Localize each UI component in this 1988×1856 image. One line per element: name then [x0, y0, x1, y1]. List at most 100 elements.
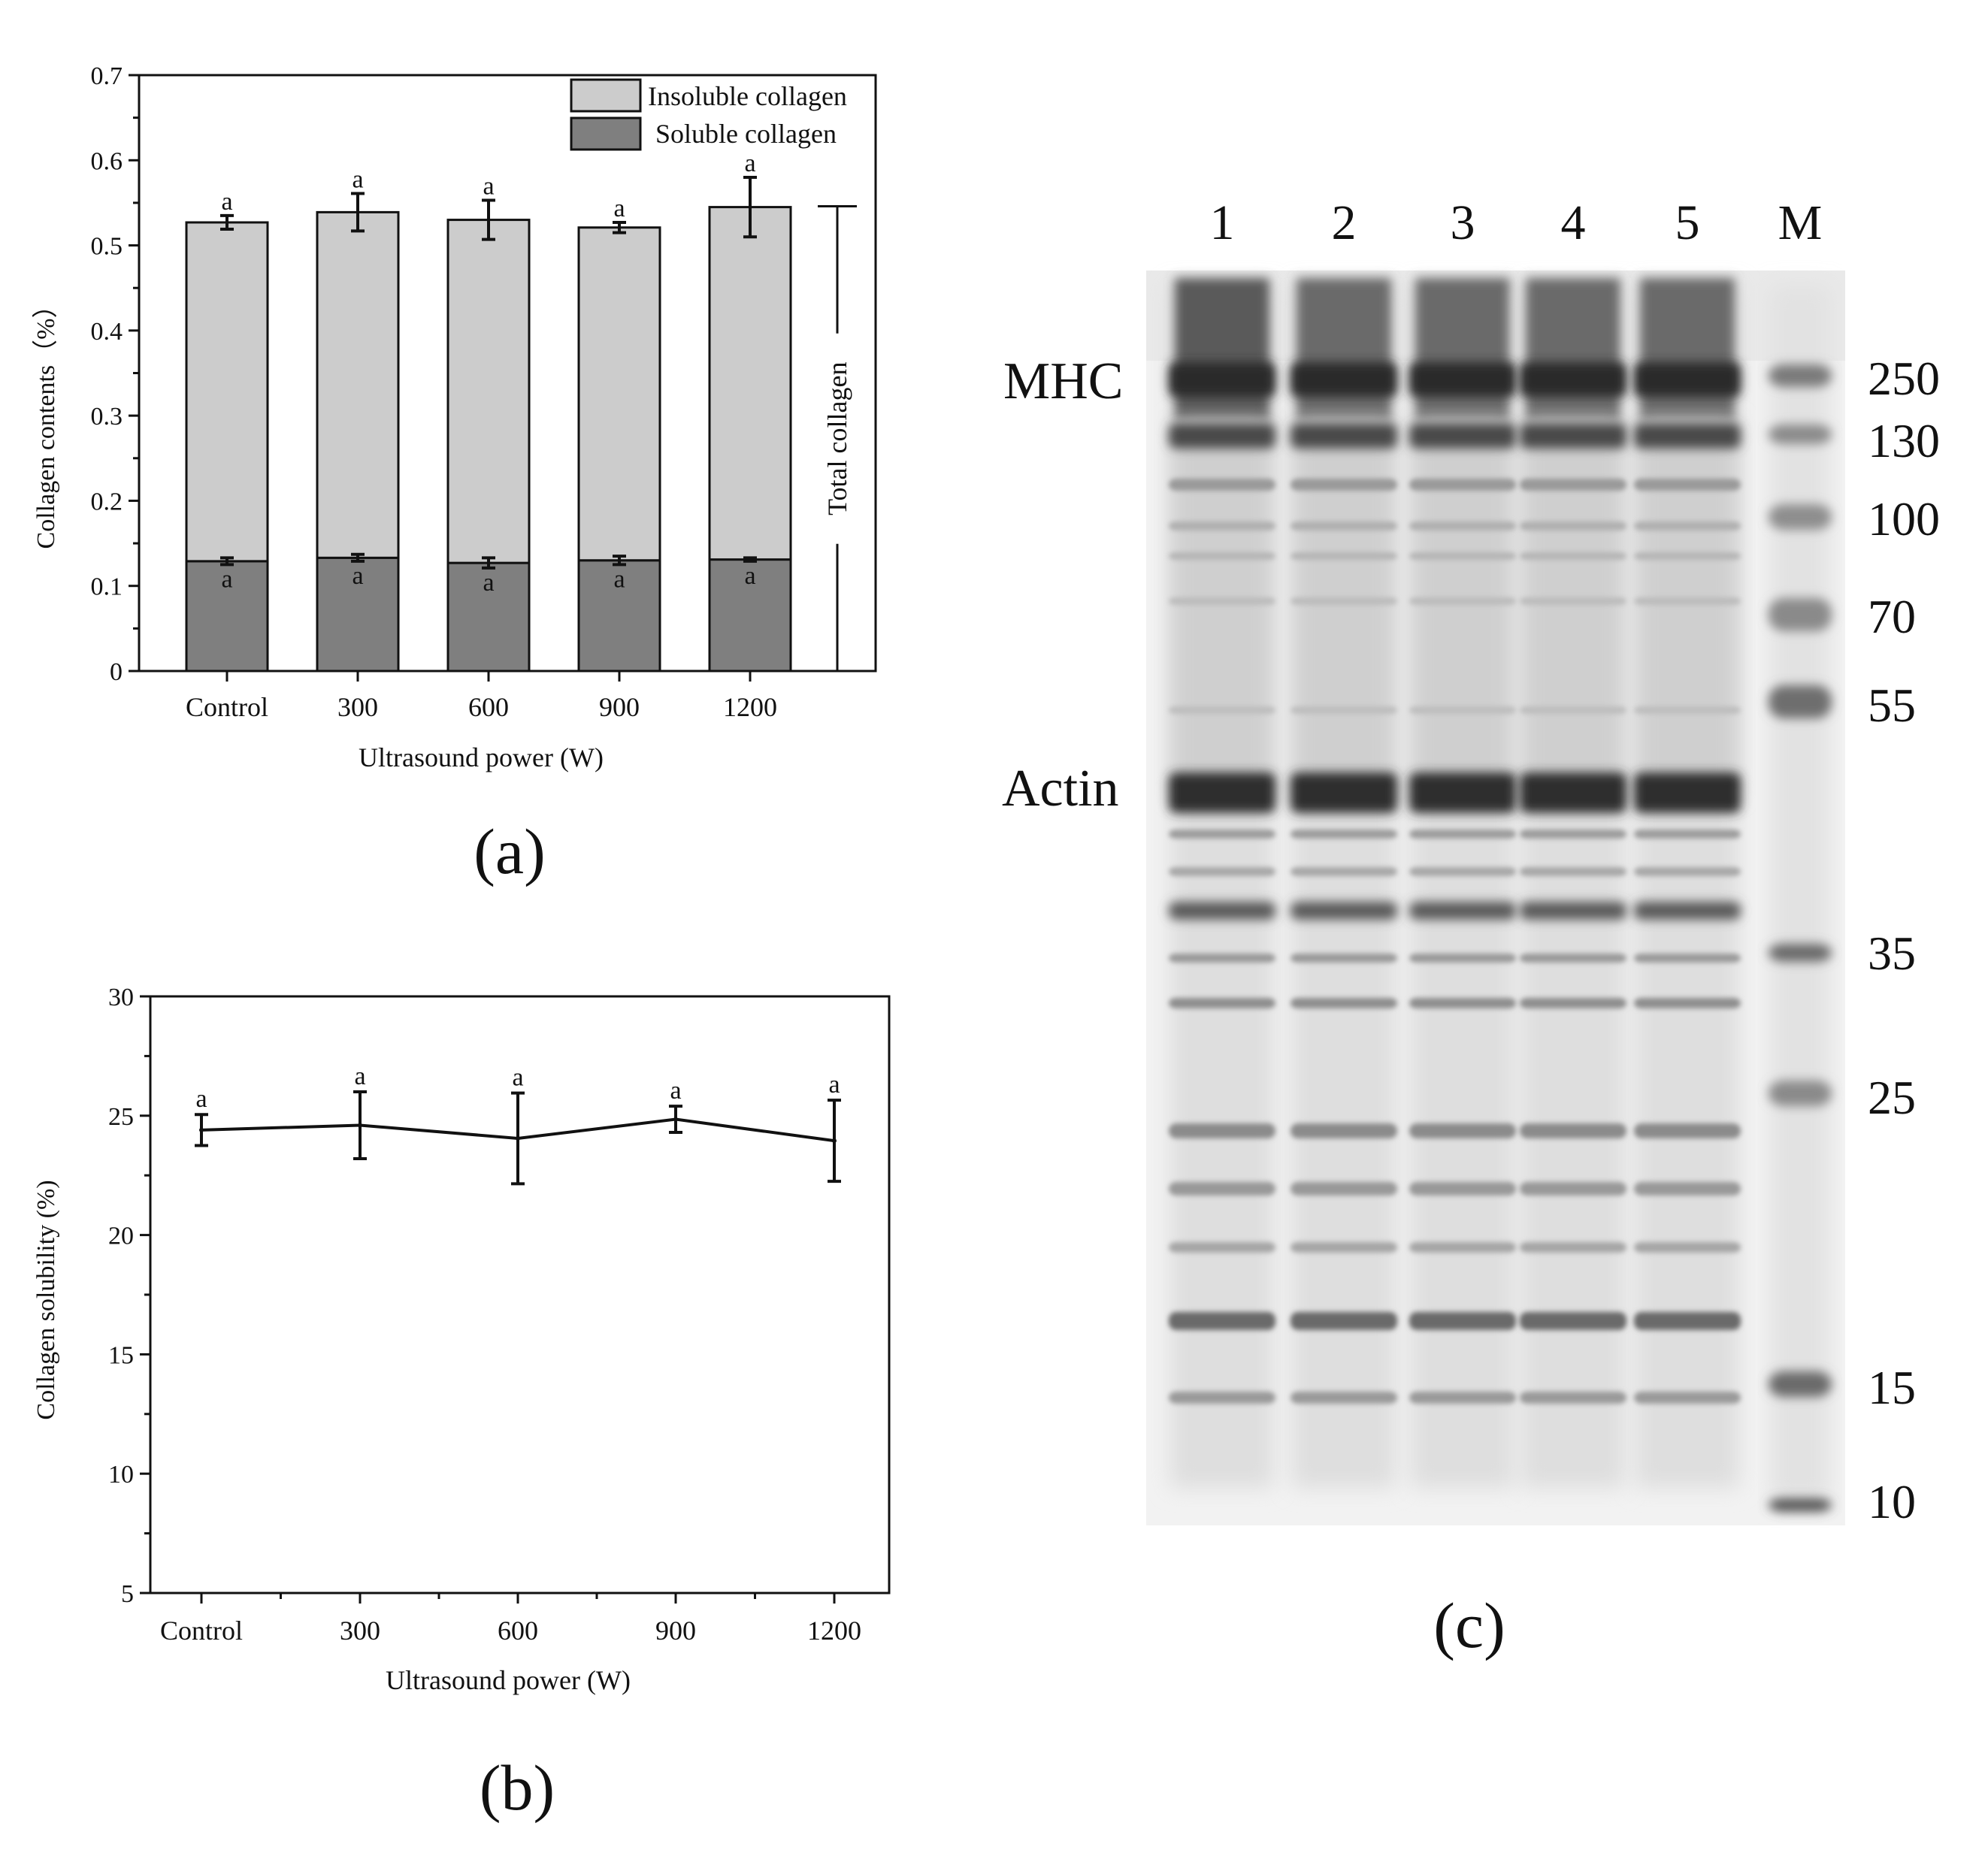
panel-a-chart: a a a a a a a a a a 0 0.1 0.2 0.3 0.4 0.5 0.6 0.7 Contro…: [32, 62, 877, 887]
panel-b-x-axis: Control 300 600 900 1200: [160, 1593, 861, 1646]
gel-band: [1409, 1182, 1516, 1196]
panel-c-gel-image: 1 2 3 4 5 M 250 130 100 70 55 35 25 15 10 MHC Actin (…: [1002, 195, 1940, 1661]
significance-letter: a: [828, 1071, 840, 1099]
gel-band: [1409, 902, 1516, 920]
gel-band: [1169, 479, 1275, 491]
x-tick-label: 300: [337, 692, 378, 722]
data-point: [199, 1127, 204, 1132]
marker-band: [1769, 944, 1832, 962]
gel-band: [1634, 597, 1741, 605]
gel-band: [1409, 1312, 1516, 1330]
panel-b-series: aa a a a: [195, 1063, 841, 1186]
gel-band: [1169, 597, 1275, 605]
y-tick-label: 10: [108, 1461, 134, 1489]
marker-band: [1769, 1081, 1832, 1106]
gel-bands: [1169, 362, 1741, 1404]
marker-kda-label: 55: [1868, 679, 1916, 732]
gel-band: [1169, 1242, 1275, 1253]
gel-band: [1409, 479, 1516, 491]
gel-band: [1409, 1392, 1516, 1404]
gel-band: [1409, 1123, 1516, 1138]
data-point: [358, 1123, 362, 1128]
panel-b-y-label: Collagen solubility (%): [32, 1180, 60, 1419]
gel-band: [1520, 954, 1626, 963]
x-tick-label: 600: [468, 692, 509, 722]
gel-band: [1634, 479, 1741, 491]
gel-band: [1634, 706, 1741, 714]
gel-band: [1409, 521, 1516, 531]
gel-band: [1409, 552, 1516, 560]
marker-kda-label: 250: [1868, 352, 1940, 405]
gel-band: [1291, 830, 1397, 839]
x-tick-label: 900: [655, 1616, 696, 1646]
gel-band: [1409, 597, 1516, 605]
bar-soluble: [316, 556, 400, 673]
panel-a-significance-letters: a a a a a a a a a a: [221, 150, 755, 597]
gel-band: [1634, 423, 1741, 449]
bar-soluble: [185, 560, 269, 673]
marker-band: [1769, 364, 1832, 387]
band-label-actin: Actin: [1002, 760, 1119, 818]
bar-insoluble: [185, 221, 269, 563]
y-tick-label: 30: [108, 984, 134, 1011]
gel-band: [1520, 1312, 1626, 1330]
panel-a-x-axis: Control 300 600 900 1200: [186, 671, 777, 722]
gel-band: [1169, 1123, 1275, 1138]
lane-top-dark: [1415, 278, 1510, 421]
gel-band: [1634, 830, 1741, 839]
y-tick-label: 0.2: [91, 488, 123, 515]
marker-kda-label: 130: [1868, 414, 1940, 467]
y-tick-label: 0: [110, 658, 123, 686]
gel-band: [1291, 902, 1397, 920]
lane-upper-smear: [1295, 421, 1393, 797]
x-tick-label: 300: [340, 1616, 380, 1646]
bar-soluble: [577, 559, 661, 673]
lane-label: M: [1778, 195, 1823, 250]
panel-b-y-axis: 5 10 15 20 25 30: [108, 984, 150, 1608]
gel-band: [1634, 552, 1741, 560]
bar-insoluble: [446, 219, 531, 564]
marker-band: [1769, 425, 1832, 444]
gel-band: [1169, 954, 1275, 963]
legend-swatch-insoluble: [570, 78, 642, 113]
gel-band: [1169, 998, 1275, 1008]
gel-band: [1291, 772, 1397, 813]
bar-insoluble: [316, 210, 400, 559]
x-tick-label: 900: [599, 692, 640, 722]
panel-b-caption: (b): [480, 1752, 555, 1824]
panel-c-caption: (c): [1433, 1589, 1505, 1661]
gel-band: [1291, 998, 1397, 1008]
lane-label: 1: [1210, 195, 1235, 250]
marker-band: [1769, 1371, 1832, 1397]
gel-band: [1409, 1242, 1516, 1253]
gel-band: [1169, 902, 1275, 920]
data-point: [516, 1135, 520, 1141]
gel-marker-kda-labels: 250 130 100 70 55 35 25 15 10: [1868, 352, 1940, 1528]
gel-band: [1169, 521, 1275, 531]
marker-kda-label: 10: [1868, 1475, 1916, 1528]
legend-swatch-soluble: [570, 116, 642, 151]
marker-kda-label: 70: [1868, 590, 1916, 643]
gel-band: [1409, 772, 1516, 813]
gel-band: [1520, 1242, 1626, 1253]
significance-letter: a: [670, 1077, 681, 1105]
gel-band: [1169, 772, 1275, 813]
gel-band: [1409, 954, 1516, 963]
gel-band: [1291, 552, 1397, 560]
gel-band: [1634, 521, 1741, 531]
panel-a-legend: Insoluble collagen Soluble collagen: [570, 78, 847, 151]
gel-band: [1520, 1123, 1626, 1138]
gel-band: [1169, 1312, 1275, 1330]
significance-letter-total: a: [221, 188, 232, 216]
lane-label: 5: [1675, 195, 1700, 250]
gel-band: [1520, 479, 1626, 491]
significance-letter: a: [354, 1063, 365, 1090]
marker-band: [1769, 1498, 1832, 1512]
gel-band: [1520, 1392, 1626, 1404]
gel-band: [1634, 867, 1741, 876]
marker-kda-label: 100: [1868, 492, 1940, 546]
significance-letter-soluble: a: [744, 562, 755, 590]
gel-band: [1634, 998, 1741, 1008]
bar-insoluble: [708, 206, 792, 561]
significance-letter-total: a: [352, 165, 363, 193]
